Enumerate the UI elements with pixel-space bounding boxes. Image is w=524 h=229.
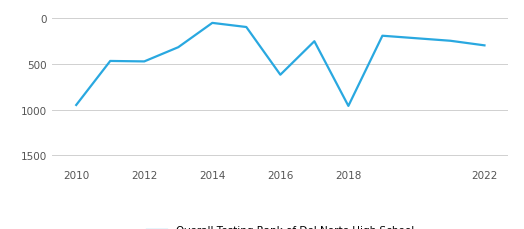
Legend: Overall Testing Rank of Del Norte High School: Overall Testing Rank of Del Norte High S… [143,221,418,229]
